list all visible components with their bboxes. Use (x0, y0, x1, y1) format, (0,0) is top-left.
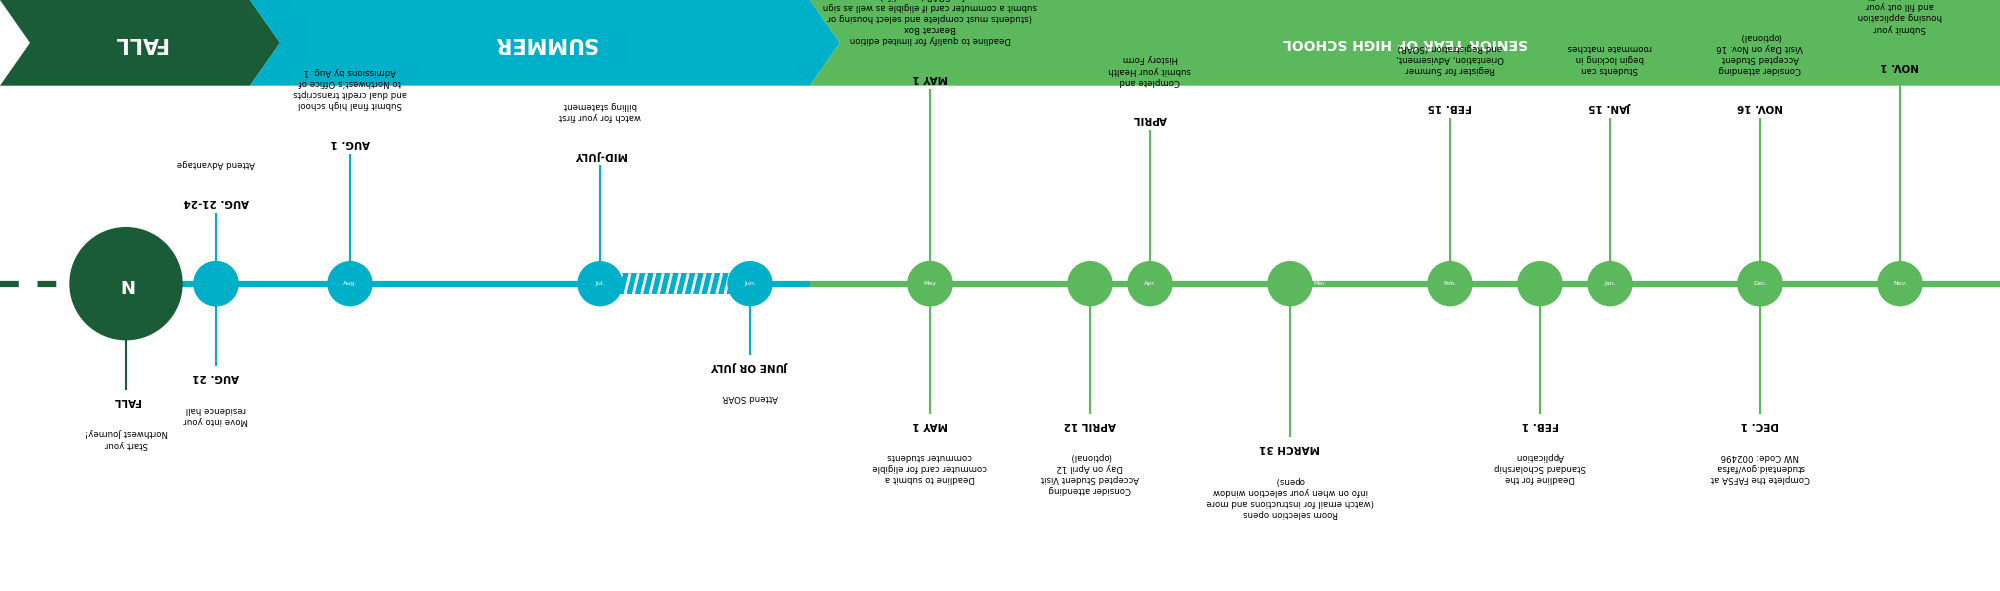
Text: Jul.: Jul. (596, 281, 604, 286)
Ellipse shape (728, 262, 772, 306)
Text: SUMMER: SUMMER (494, 33, 596, 53)
Text: FEB. 1: FEB. 1 (1522, 420, 1558, 430)
Text: MARCH 31: MARCH 31 (1260, 443, 1320, 453)
Text: Complete and
submit your Health
History Form: Complete and submit your Health History … (1108, 54, 1192, 86)
Text: Consider attending
Accepted Student
Visit Day on Nov. 16
(optional): Consider attending Accepted Student Visi… (1716, 31, 1804, 74)
Ellipse shape (1878, 262, 1922, 306)
Text: MAY 1: MAY 1 (912, 73, 948, 83)
Text: JUNE OR JULY: JUNE OR JULY (712, 361, 788, 371)
Text: May: May (924, 281, 936, 286)
Text: Dec.: Dec. (1752, 281, 1768, 286)
Text: NOV. 16: NOV. 16 (1736, 102, 1784, 112)
Text: Start your
Northwest Journey!: Start your Northwest Journey! (84, 428, 168, 449)
Text: watch for your first
billing statement: watch for your first billing statement (558, 101, 642, 121)
Text: Complete the FAFSA at
studentaid.gov/fafsa
NW Code: 002496: Complete the FAFSA at studentaid.gov/faf… (1710, 452, 1810, 483)
Text: Submit final high school
and dual credit transcripts
to Northwest’s Office of
Ad: Submit final high school and dual credit… (294, 67, 406, 109)
Text: Move into your
residence hall: Move into your residence hall (184, 405, 248, 425)
Text: Deadline to qualify for limited edition
Bearcat Box
(students must complete and : Deadline to qualify for limited edition … (822, 0, 1038, 44)
Text: Aug.: Aug. (342, 281, 358, 286)
Text: AUG. 21: AUG. 21 (192, 372, 240, 382)
Text: Nov.: Nov. (1894, 281, 1906, 286)
Ellipse shape (578, 262, 622, 306)
Ellipse shape (1738, 262, 1782, 306)
Text: Feb.: Feb. (1444, 281, 1456, 286)
Ellipse shape (1068, 262, 1112, 306)
Text: Jun.: Jun. (744, 281, 756, 286)
Text: Attend Advantage: Attend Advantage (176, 160, 256, 168)
Ellipse shape (328, 262, 372, 306)
FancyBboxPatch shape (600, 273, 750, 294)
Ellipse shape (1428, 262, 1472, 306)
Ellipse shape (908, 262, 952, 306)
Text: MAY 1: MAY 1 (912, 420, 948, 430)
Text: Attend SOAR: Attend SOAR (722, 393, 778, 402)
Ellipse shape (908, 262, 952, 306)
Text: Mar.: Mar. (1314, 281, 1326, 286)
Text: JAN. 15: JAN. 15 (1588, 102, 1632, 112)
Polygon shape (0, 0, 280, 86)
Ellipse shape (70, 228, 182, 340)
Text: NOV. 1: NOV. 1 (1880, 61, 1920, 71)
Text: Deadline for the
Standard Scholarship
Application: Deadline for the Standard Scholarship Ap… (1494, 452, 1586, 483)
Text: MID-JULY: MID-JULY (574, 150, 626, 160)
Polygon shape (810, 0, 2000, 86)
Ellipse shape (1128, 262, 1172, 306)
Polygon shape (250, 0, 840, 86)
Text: Room selection opens
(watch email for instructions and more
info on when your se: Room selection opens (watch email for in… (1206, 476, 1374, 518)
Text: Register for Summer
Orientation, Advisement,
and Registration (SOAR): Register for Summer Orientation, Advisem… (1396, 43, 1504, 74)
Text: FALL: FALL (112, 33, 168, 53)
Ellipse shape (1268, 262, 1312, 306)
Text: Students can
begin locking in
roommate matches: Students can begin locking in roommate m… (1568, 43, 1652, 74)
Text: N: N (118, 275, 134, 293)
Text: AUG. 1: AUG. 1 (330, 138, 370, 148)
Text: DEC. 1: DEC. 1 (1740, 420, 1780, 430)
Text: Deadline to submit a
commuter card for eligible
commuter students: Deadline to submit a commuter card for e… (872, 452, 988, 483)
Ellipse shape (1518, 262, 1562, 306)
Text: SENIOR YEAR OF HIGH SCHOOL: SENIOR YEAR OF HIGH SCHOOL (1282, 36, 1528, 50)
Ellipse shape (1588, 262, 1632, 306)
Text: Submit your
housing application
and fill out your
roommate profile
for the fall : Submit your housing application and fill… (1858, 0, 1942, 33)
Text: AUG. 21-24: AUG. 21-24 (184, 197, 248, 207)
Text: Apr.: Apr. (1144, 281, 1156, 286)
Text: Jan.: Jan. (1604, 281, 1616, 286)
Text: APRIL: APRIL (1132, 114, 1168, 124)
Ellipse shape (194, 262, 238, 306)
Text: Consider attending
Accepted Student Visit
Day on April 12
(optional): Consider attending Accepted Student Visi… (1040, 452, 1140, 495)
Text: FALL: FALL (112, 396, 140, 406)
Text: APRIL 12: APRIL 12 (1064, 420, 1116, 430)
Ellipse shape (1738, 262, 1782, 306)
Ellipse shape (194, 262, 238, 306)
Text: FEB. 15: FEB. 15 (1428, 102, 1472, 112)
